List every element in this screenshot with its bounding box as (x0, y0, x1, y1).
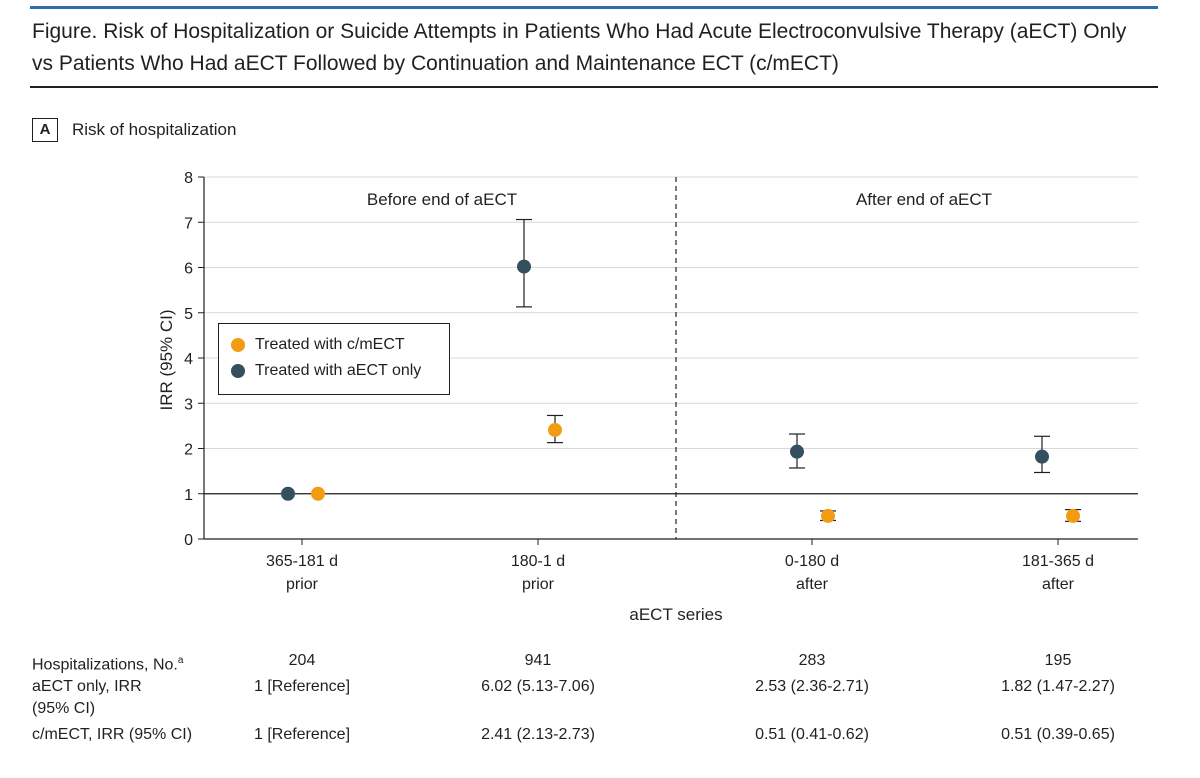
table-row-label-cont: (95% CI) (32, 700, 96, 717)
legend-label-aect: Treated with aECT only (255, 362, 422, 379)
table-cell: 283 (798, 652, 826, 669)
y-tick-label: 2 (184, 442, 193, 459)
legend-item-cmect: Treated with c/mECT (231, 336, 405, 354)
chart-legend: Treated with c/mECT Treated with aECT on… (218, 323, 450, 395)
table-cell: 195 (1044, 652, 1072, 669)
y-tick-label: 7 (184, 215, 193, 232)
gridlines (204, 176, 1138, 495)
legend-marker-cmect (231, 338, 245, 352)
table-row-label: aECT only, IRR (32, 678, 142, 695)
y-tick-label: 6 (184, 261, 193, 278)
section-label-after: After end of aECT (856, 190, 992, 209)
table-cell: 1 [Reference] (253, 678, 351, 695)
x-tick-labels: 365-181 d prior 180-1 d prior 0-180 d after 18… (266, 553, 1094, 593)
table-cell: 6.02 (5.13-7.06) (481, 678, 595, 695)
legend-marker-aect (231, 364, 245, 378)
top-accent-rule (30, 6, 1158, 9)
data-point (821, 508, 835, 523)
table-cell: 204 (288, 652, 316, 669)
section-label-before: Before end of aECT (367, 190, 517, 209)
x-tick-label: 181-365 d (1022, 553, 1094, 570)
x-tick-label: 365-181 d (266, 553, 338, 570)
legend-label-cmect: Treated with c/mECT (255, 336, 405, 353)
data-point (311, 486, 325, 501)
data-point (548, 422, 562, 437)
y-tick-label: 1 (184, 487, 193, 504)
x-tick-label: 0-180 d (785, 553, 839, 570)
data-point (1066, 508, 1080, 523)
y-tick-label: 5 (184, 306, 193, 323)
title-rule (30, 86, 1158, 88)
panel-title: Risk of hospitalization (72, 120, 237, 139)
y-tick-label: 3 (184, 396, 193, 413)
data-point (1035, 449, 1049, 464)
data-point (517, 259, 531, 274)
data-point (281, 486, 295, 501)
table-cell: 2.53 (2.36-2.71) (755, 678, 869, 695)
x-tick-label: after (1042, 576, 1075, 593)
table-cell: 1.82 (1.47-2.27) (1001, 678, 1115, 695)
x-tick-label: 180-1 d (511, 553, 565, 570)
data-marks (281, 218, 1081, 523)
y-tick-label: 0 (184, 532, 193, 549)
x-tick-label: prior (522, 576, 555, 593)
legend-item-aect: Treated with aECT only (231, 362, 421, 380)
axes: 0 1 2 3 4 5 6 7 8 (184, 170, 1138, 549)
y-axis-label: IRR (95% CI) (157, 309, 176, 410)
y-tick-label: 8 (184, 170, 193, 187)
panel-header: A Risk of hospitalization (32, 118, 236, 142)
table-cell: 1 [Reference] (253, 726, 351, 743)
x-axis-label: aECT series (629, 605, 722, 624)
table-cell: 0.51 (0.41-0.62) (755, 726, 869, 743)
panel-letter: A (32, 118, 58, 142)
figure-title: Figure. Risk of Hospitalization or Suici… (32, 20, 1127, 75)
table-row-label: c/mECT, IRR (95% CI) (32, 726, 193, 743)
data-point (790, 444, 804, 459)
table-cell: 0.51 (0.39-0.65) (1001, 726, 1115, 743)
y-tick-label: 4 (184, 351, 193, 368)
table-cell: 941 (524, 652, 552, 669)
x-tick-label: after (796, 576, 829, 593)
table-row-label: Hospitalizations, No.a (32, 655, 184, 674)
x-tick-label: prior (286, 576, 319, 593)
table-cell: 2.41 (2.13-2.73) (481, 726, 595, 743)
